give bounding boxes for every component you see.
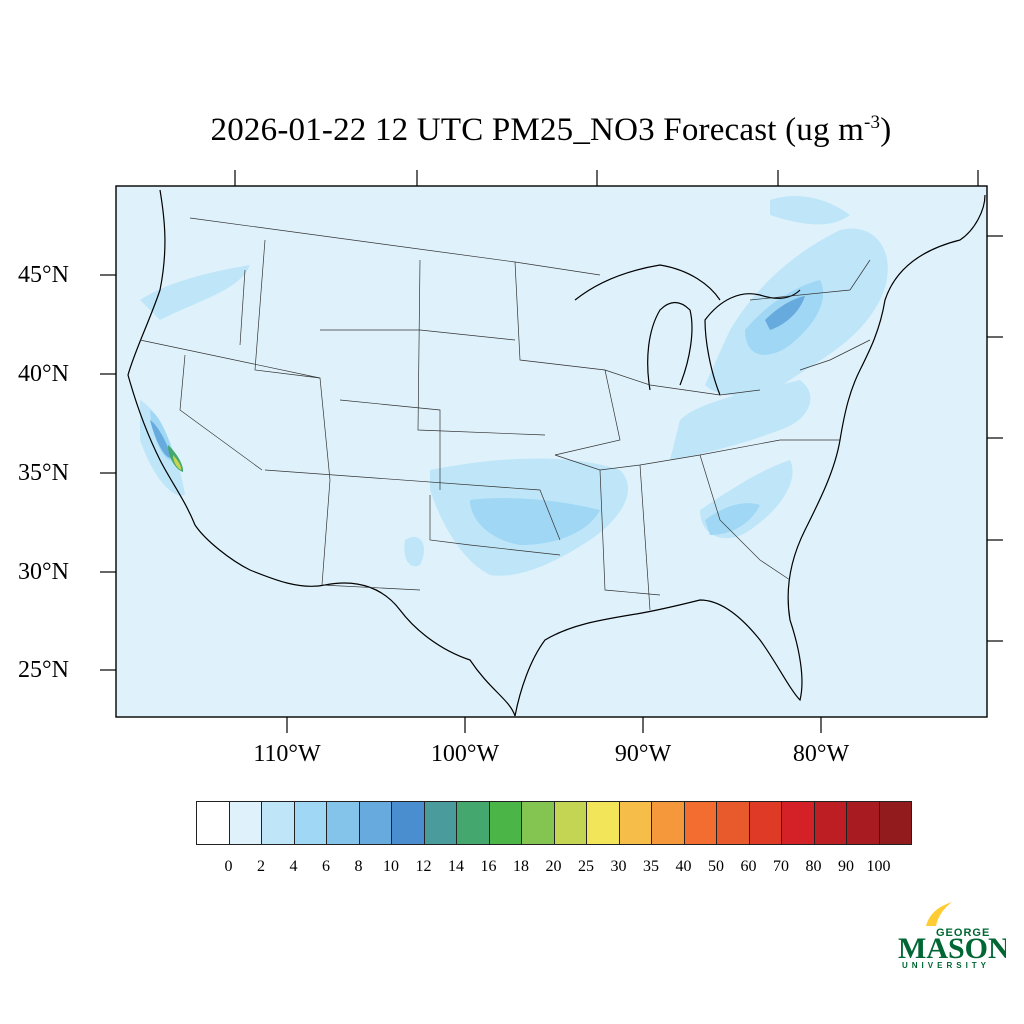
colorbar-swatch (196, 801, 229, 845)
colorbar-tick-label: 18 (513, 858, 529, 875)
lon-label-80: 80°W (792, 741, 850, 767)
colorbar-swatch (716, 801, 749, 845)
colorbar-swatch (878, 801, 912, 845)
colorbar-tick-label: 4 (289, 858, 298, 875)
colorbar-tick-label: 60 (740, 858, 757, 875)
colorbar-swatch (683, 801, 716, 845)
logo-bottom-text: UNIVERSITY (902, 961, 990, 970)
colorbar-tick-label: 70 (773, 858, 789, 875)
colorbar-swatch (813, 801, 846, 845)
colorbar-tick-label: 90 (838, 858, 854, 875)
colorbar-tick-label: 0 (224, 858, 233, 875)
logo-top-text: GEORGE (936, 927, 990, 939)
colorbar-tick-label: 50 (708, 858, 724, 875)
lon-label-100: 100°W (430, 741, 500, 767)
colorbar-tick-label: 25 (578, 858, 594, 875)
colorbar-swatch (618, 801, 651, 845)
gmu-logo: GEORGE MASON UNIVERSITY (898, 902, 1006, 970)
colorbar-tick-label: 100 (866, 858, 891, 875)
page-title: 2026-01-22 12 UTC PM25_NO3 Forecast (ug … (210, 112, 892, 148)
lat-label-25: 25°N (18, 657, 69, 683)
colorbar-swatch (553, 801, 586, 845)
colorbar-tick-label: 14 (448, 858, 464, 875)
logo-main-text: MASON (898, 932, 1006, 965)
colorbar-tick-label: 35 (643, 858, 659, 875)
colorbar-swatch (748, 801, 781, 845)
colorbar-swatch (488, 801, 521, 845)
colorbar-tick-label: 40 (675, 858, 692, 875)
colorbar-swatch (293, 801, 326, 845)
colorbar-tick-label: 16 (480, 858, 497, 875)
lat-label-30: 30°N (18, 559, 69, 585)
colorbar-swatch (228, 801, 261, 845)
colorbar-swatch (521, 801, 554, 845)
colorbar-swatch (846, 801, 879, 845)
lon-label-90: 90°W (614, 741, 672, 767)
colorbar (196, 801, 912, 845)
colorbar-swatch (326, 801, 359, 845)
state-borders (139, 217, 871, 611)
lon-label-110: 110°W (253, 741, 321, 767)
colorbar-tick-label: 6 (322, 858, 330, 875)
colorbar-tick-label: 8 (354, 858, 363, 875)
coastline (127, 189, 986, 717)
lat-label-35: 35°N (18, 460, 69, 486)
lat-label-45: 45°N (18, 262, 69, 288)
colorbar-swatch (456, 801, 489, 845)
map-border (115, 185, 988, 718)
colorbar-swatch (358, 801, 391, 845)
colorbar-tick-label: 20 (545, 858, 562, 875)
logo-flame (926, 902, 952, 926)
colorbar-swatch (586, 801, 619, 845)
colorbar-tick-label: 10 (383, 858, 399, 875)
colorbar-swatch (391, 801, 424, 845)
colorbar-tick-label: 80 (805, 858, 822, 875)
tick-marks (100, 170, 1003, 733)
colorbar-tick-label: 30 (610, 858, 627, 875)
colorbar-swatch (651, 801, 684, 845)
colorbar-tick-label: 2 (257, 858, 265, 875)
lat-label-40: 40°N (18, 361, 69, 387)
colorbar-tick-label: 12 (415, 858, 432, 875)
concentration-shading-high (150, 296, 805, 472)
colorbar-swatch (261, 801, 294, 845)
colorbar-swatch (423, 801, 456, 845)
colorbar-swatch (781, 801, 814, 845)
